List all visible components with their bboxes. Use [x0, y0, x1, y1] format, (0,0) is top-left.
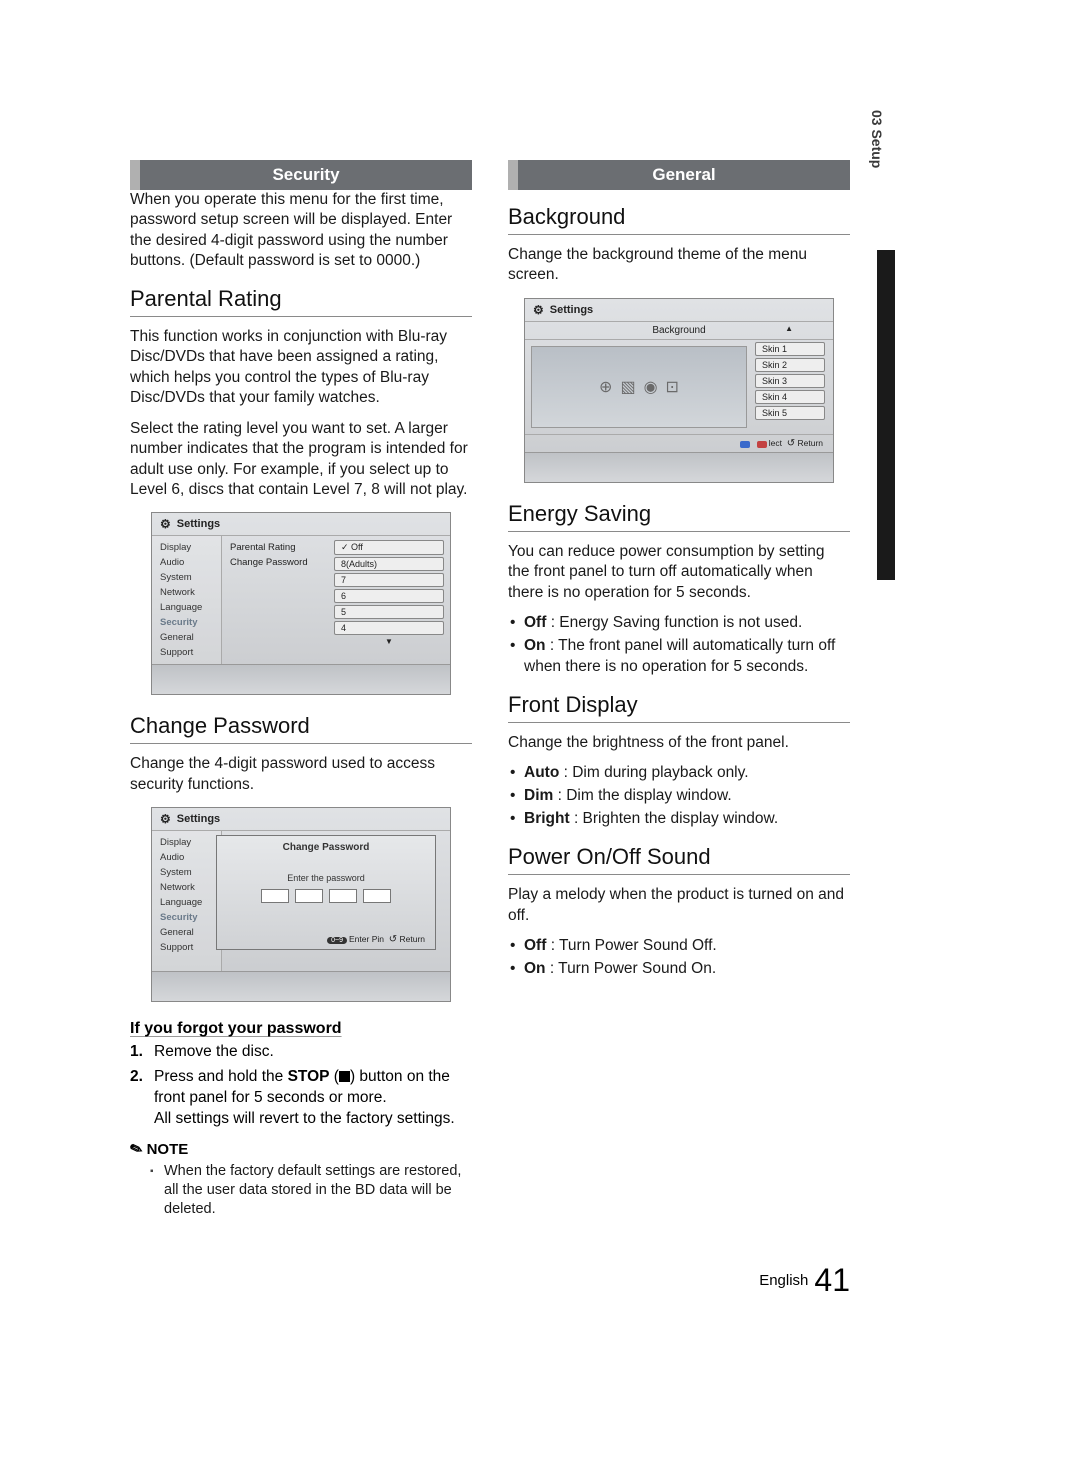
gear-icon: ⚙ [533, 303, 544, 317]
front-display-options: Auto : Dim during playback only. Dim : D… [508, 763, 850, 830]
parental-p2: Select the rating level you want to set.… [130, 419, 472, 501]
parental-rating-screenshot: ⚙Settings DisplayAudioSystemNetworkLangu… [151, 512, 451, 695]
background-title: Background [508, 204, 850, 230]
security-header: Security [130, 160, 472, 190]
forgot-password-title: If you forgot your password [130, 1020, 472, 1038]
note-heading: ✎NOTE [130, 1140, 472, 1158]
front-display-title: Front Display [508, 692, 850, 718]
gear-icon: ⚙ [160, 812, 171, 826]
note-text: When the factory default settings are re… [130, 1162, 472, 1219]
chapter-tab: 03 Setup [869, 110, 885, 168]
background-preview: ⊕▧◉⊡ [531, 346, 747, 428]
page-footer: English41 [759, 1262, 850, 1299]
change-password-title: Change Password [130, 713, 472, 739]
page-content: Security When you operate this menu for … [130, 160, 850, 1219]
gear-icon: ⚙ [160, 517, 171, 531]
change-password-screenshot: ⚙Settings DisplayAudioSystemNetworkLangu… [151, 807, 451, 1002]
energy-saving-title: Energy Saving [508, 501, 850, 527]
note-icon: ✎ [127, 1138, 145, 1159]
stop-icon [339, 1071, 350, 1082]
security-intro: When you operate this menu for the first… [130, 190, 472, 272]
power-sound-options: Off : Turn Power Sound Off. On : Turn Po… [508, 936, 850, 980]
edge-tab [877, 250, 895, 580]
parental-rating-title: Parental Rating [130, 286, 472, 312]
power-sound-p: Play a melody when the product is turned… [508, 885, 850, 926]
background-p: Change the background theme of the menu … [508, 245, 850, 286]
energy-saving-options: Off : Energy Saving function is not used… [508, 613, 850, 678]
background-screenshot: ⚙Settings Background▲ ⊕▧◉⊡ Skin 1Skin 2S… [524, 298, 834, 483]
forgot-step-1: Remove the disc. [130, 1042, 472, 1063]
forgot-steps: Remove the disc. Press and hold the STOP… [130, 1042, 472, 1130]
general-header: General [508, 160, 850, 190]
left-column: Security When you operate this menu for … [130, 160, 472, 1219]
energy-saving-p: You can reduce power consumption by sett… [508, 542, 850, 603]
forgot-step-2: Press and hold the STOP () button on the… [130, 1067, 472, 1130]
change-password-p: Change the 4-digit password used to acce… [130, 754, 472, 795]
power-sound-title: Power On/Off Sound [508, 844, 850, 870]
right-column: General Background Change the background… [508, 160, 850, 1219]
front-display-p: Change the brightness of the front panel… [508, 733, 850, 753]
parental-p1: This function works in conjunction with … [130, 327, 472, 409]
